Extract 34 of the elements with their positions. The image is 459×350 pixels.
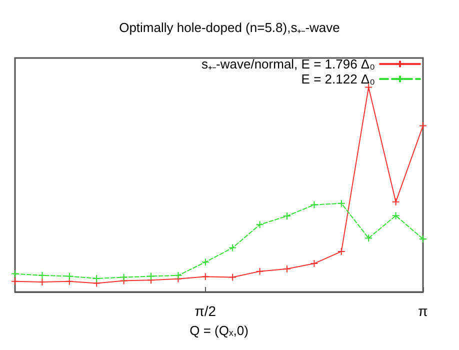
legend-label: E = 2.122 Δ₀	[301, 72, 375, 86]
point	[65, 277, 74, 286]
point	[256, 220, 264, 229]
point	[147, 272, 156, 280]
point	[38, 278, 46, 286]
point	[65, 272, 74, 280]
point	[282, 264, 291, 273]
point	[337, 247, 346, 256]
point	[282, 212, 291, 220]
point	[201, 258, 210, 266]
point	[337, 199, 346, 208]
chart-title: Optimally hole-doped (n=5.8),s₊₋-wave	[119, 20, 340, 35]
point	[11, 270, 19, 278]
point	[174, 271, 182, 280]
point	[201, 272, 210, 281]
point	[228, 273, 237, 282]
point	[92, 279, 101, 288]
point	[11, 277, 19, 286]
point	[120, 273, 128, 282]
x-tick-label: π	[418, 303, 428, 319]
point	[364, 234, 373, 242]
point	[92, 274, 101, 282]
point	[419, 234, 427, 243]
point	[419, 122, 427, 130]
point	[392, 212, 400, 220]
point	[310, 200, 318, 209]
point	[310, 260, 318, 268]
legend-label: s₊₋-wave/normal, E = 1.796 Δ₀	[202, 56, 375, 72]
point	[38, 271, 46, 280]
x-tick-label: π/2	[194, 303, 216, 319]
x-axis-title: Q = (Qₓ,0)	[190, 323, 248, 338]
point	[256, 267, 264, 276]
point	[228, 244, 237, 252]
point	[392, 198, 400, 206]
